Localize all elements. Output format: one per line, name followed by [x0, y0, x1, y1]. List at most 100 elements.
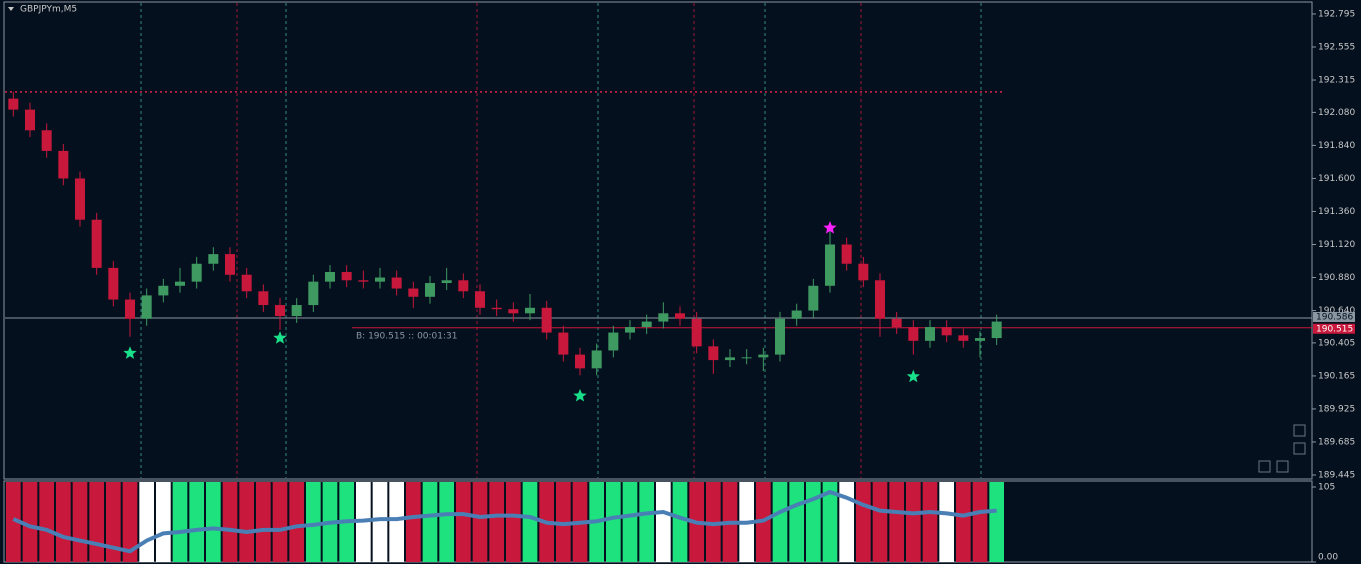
y-tick-label: 192.080	[1318, 108, 1355, 118]
y-tick-label: 189.445	[1318, 471, 1355, 481]
candle-body	[508, 309, 519, 314]
candle-body	[408, 288, 419, 297]
oscillator-bar	[706, 482, 721, 562]
oscillator-bar	[389, 482, 404, 562]
oscillator-bar	[789, 482, 804, 562]
button[interactable]	[1293, 424, 1306, 437]
candle-body	[425, 283, 435, 297]
candle-body	[991, 321, 1002, 339]
candle-body	[858, 263, 869, 281]
candle-body	[791, 310, 802, 319]
oscillator-bar	[672, 482, 688, 562]
candle-body	[158, 285, 169, 296]
oscillator-bar	[422, 482, 438, 562]
oscillator-bar	[889, 482, 904, 562]
y-tick-label: 190.405	[1318, 338, 1355, 348]
oscillator-bar	[189, 482, 204, 562]
oscillator-bar	[272, 482, 288, 562]
candle-body	[291, 305, 302, 317]
y-tick-label: 190.165	[1318, 371, 1355, 381]
candle-body	[241, 274, 252, 292]
oscillator-bar	[106, 482, 121, 562]
candle-body	[125, 299, 135, 319]
candle-body	[908, 327, 919, 341]
oscillator-bar	[972, 482, 988, 562]
button[interactable]	[1293, 442, 1306, 455]
oscillator-bar	[772, 482, 788, 562]
candle-body	[825, 244, 835, 286]
oscillator-bar	[822, 482, 838, 562]
candle-body	[975, 338, 985, 341]
candle-body	[375, 277, 385, 282]
candle-body	[891, 318, 902, 328]
chart-title: GBPJPYm,M5	[20, 5, 77, 15]
candle-body	[958, 335, 969, 341]
oscillator-bar	[172, 482, 188, 562]
candle-body	[608, 332, 619, 351]
candle-body	[91, 219, 102, 268]
candle-body	[108, 267, 119, 300]
button[interactable]	[1276, 460, 1289, 473]
candle-body	[358, 280, 369, 282]
candle-body	[525, 307, 535, 314]
oscillator-bar	[639, 482, 654, 562]
oscillator-bar	[56, 482, 71, 562]
price-tag	[1313, 311, 1355, 322]
y-tick-label: 189.685	[1318, 437, 1355, 447]
y-tick-label: 192.795	[1318, 9, 1355, 19]
candle-body	[658, 313, 669, 322]
oscillator-bar	[239, 482, 254, 562]
candle-body	[725, 357, 735, 361]
oscillator-bar	[306, 482, 321, 562]
oscillator-bar	[89, 482, 104, 562]
candle-body	[441, 280, 452, 284]
oscillator-bar	[372, 482, 388, 562]
oscillator-bar	[806, 482, 821, 562]
candle-body	[325, 272, 335, 282]
candle-body	[941, 327, 952, 336]
oscillator-bar	[22, 482, 38, 562]
oscillator-bar	[522, 482, 538, 562]
oscillator-bar	[839, 482, 854, 562]
price-tag	[1313, 323, 1355, 334]
candle-body	[8, 98, 19, 110]
candle-body	[708, 346, 719, 361]
oscillator-bar	[456, 482, 471, 562]
price-tag-label: 190.515	[1316, 324, 1353, 334]
y-tick-label: 191.120	[1318, 240, 1355, 250]
y-tick-label: 192.555	[1318, 43, 1355, 53]
candle-body	[625, 327, 635, 333]
candle-body	[875, 280, 885, 319]
candle-body	[391, 277, 402, 289]
oscillator-bar	[156, 482, 171, 562]
oscillator-bar	[989, 482, 1004, 562]
oscillator-bar	[489, 482, 504, 562]
candle-body	[58, 150, 69, 179]
candle-body	[275, 305, 285, 317]
candle-body	[641, 321, 652, 328]
candle-body	[925, 327, 935, 341]
candle-body	[775, 318, 785, 355]
menu-arrow[interactable]	[8, 7, 14, 11]
candle-body	[491, 307, 502, 310]
button[interactable]	[1258, 460, 1271, 473]
oscillator-bar	[122, 482, 138, 562]
candle-body	[758, 354, 769, 358]
signal-star	[823, 221, 837, 234]
y-tick-label: 0.00	[1318, 553, 1338, 563]
oscillator-bar	[939, 482, 954, 562]
y-tick-label: 190.640	[1318, 306, 1355, 316]
oscillator-bar	[922, 482, 938, 562]
oscillator-bar	[956, 482, 971, 562]
oscillator-bar	[289, 482, 304, 562]
signal-star	[123, 346, 137, 359]
y-tick-label: 190.880	[1318, 273, 1355, 283]
candle-body	[258, 291, 269, 306]
candle-body	[841, 244, 852, 264]
candle-body	[558, 332, 569, 355]
oscillator-bar	[472, 482, 488, 562]
candle-body	[75, 178, 85, 220]
oscillator-bar	[206, 482, 221, 562]
